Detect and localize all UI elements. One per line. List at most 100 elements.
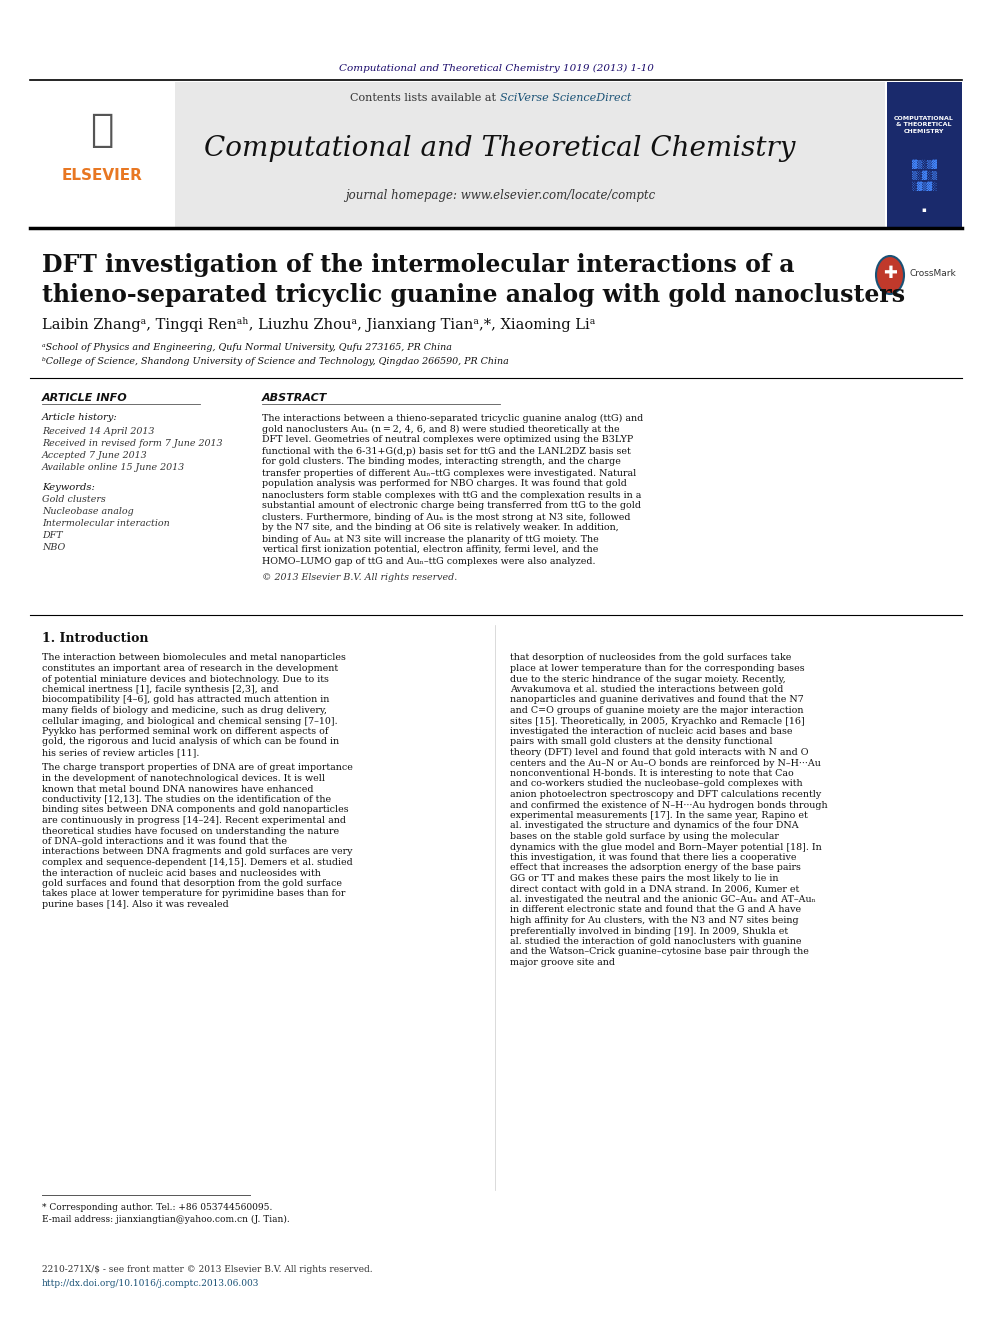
Ellipse shape: [876, 255, 904, 294]
Text: The charge transport properties of DNA are of great importance: The charge transport properties of DNA a…: [42, 763, 353, 773]
Text: DFT investigation of the intermolecular interactions of a: DFT investigation of the intermolecular …: [42, 253, 795, 277]
Text: ▪: ▪: [922, 206, 927, 213]
Text: functional with the 6-31+G(d,p) basis set for ttG and the LANL2DZ basis set: functional with the 6-31+G(d,p) basis se…: [262, 446, 631, 455]
Text: vertical first ionization potential, electron affinity, fermi level, and the: vertical first ionization potential, ele…: [262, 545, 598, 554]
Text: biocompatibility [4–6], gold has attracted much attention in: biocompatibility [4–6], gold has attract…: [42, 696, 329, 705]
Text: HOMO–LUMO gap of ttG and Auₙ–ttG complexes were also analyzed.: HOMO–LUMO gap of ttG and Auₙ–ttG complex…: [262, 557, 595, 565]
Text: due to the steric hindrance of the sugar moiety. Recently,: due to the steric hindrance of the sugar…: [510, 675, 786, 684]
Text: investigated the interaction of nucleic acid bases and base: investigated the interaction of nucleic …: [510, 728, 793, 736]
Text: nanoparticles and guanine derivatives and found that the N7: nanoparticles and guanine derivatives an…: [510, 696, 804, 705]
Text: Keywords:: Keywords:: [42, 483, 95, 492]
Text: binding sites between DNA components and gold nanoparticles: binding sites between DNA components and…: [42, 806, 348, 815]
Text: dynamics with the glue model and Born–Mayer potential [18]. In: dynamics with the glue model and Born–Ma…: [510, 843, 821, 852]
Text: substantial amount of electronic charge being transferred from ttG to the gold: substantial amount of electronic charge …: [262, 501, 641, 511]
Text: http://dx.doi.org/10.1016/j.comptc.2013.06.003: http://dx.doi.org/10.1016/j.comptc.2013.…: [42, 1279, 259, 1289]
Text: direct contact with gold in a DNA strand. In 2006, Kumer et: direct contact with gold in a DNA strand…: [510, 885, 800, 893]
Text: Computational and Theoretical Chemistry 1019 (2013) 1-10: Computational and Theoretical Chemistry …: [338, 64, 654, 73]
Text: in the development of nanotechnological devices. It is well: in the development of nanotechnological …: [42, 774, 325, 783]
Text: ✚: ✚: [883, 265, 897, 282]
Text: DFT: DFT: [42, 532, 62, 541]
Text: ARTICLE INFO: ARTICLE INFO: [42, 393, 128, 404]
Text: journal homepage: www.elsevier.com/locate/comptc: journal homepage: www.elsevier.com/locat…: [345, 188, 655, 201]
Text: his series of review articles [11].: his series of review articles [11].: [42, 747, 199, 757]
Text: major groove site and: major groove site and: [510, 958, 615, 967]
Text: takes place at lower temperature for pyrimidine bases than for: takes place at lower temperature for pyr…: [42, 889, 345, 898]
Text: Accepted 7 June 2013: Accepted 7 June 2013: [42, 451, 148, 460]
Text: gold nanoclusters Auₙ (n = 2, 4, 6, and 8) were studied theoretically at the: gold nanoclusters Auₙ (n = 2, 4, 6, and …: [262, 425, 620, 434]
Text: al. studied the interaction of gold nanoclusters with guanine: al. studied the interaction of gold nano…: [510, 937, 802, 946]
Text: many fields of biology and medicine, such as drug delivery,: many fields of biology and medicine, suc…: [42, 706, 327, 714]
Text: binding of Auₙ at N3 site will increase the planarity of ttG moiety. The: binding of Auₙ at N3 site will increase …: [262, 534, 599, 544]
Text: interactions between DNA fragments and gold surfaces are very: interactions between DNA fragments and g…: [42, 848, 352, 856]
Text: Available online 15 June 2013: Available online 15 June 2013: [42, 463, 186, 472]
Text: al. investigated the neutral and the anionic GC–Auₙ and AT–Auₙ: al. investigated the neutral and the ani…: [510, 894, 815, 904]
Text: that desorption of nucleosides from the gold surfaces take: that desorption of nucleosides from the …: [510, 654, 792, 663]
Text: ELSEVIER: ELSEVIER: [62, 168, 143, 183]
Text: © 2013 Elsevier B.V. All rights reserved.: © 2013 Elsevier B.V. All rights reserved…: [262, 573, 457, 582]
Text: complex and sequence-dependent [14,15]. Demers et al. studied: complex and sequence-dependent [14,15]. …: [42, 859, 353, 867]
Text: 2210-271X/$ - see front matter © 2013 Elsevier B.V. All rights reserved.: 2210-271X/$ - see front matter © 2013 El…: [42, 1266, 373, 1274]
Text: 1. Introduction: 1. Introduction: [42, 631, 149, 644]
Text: cellular imaging, and biological and chemical sensing [7–10].: cellular imaging, and biological and che…: [42, 717, 337, 725]
Text: in different electronic state and found that the G and A have: in different electronic state and found …: [510, 905, 802, 914]
Text: theory (DFT) level and found that gold interacts with N and O: theory (DFT) level and found that gold i…: [510, 747, 808, 757]
Text: nanoclusters form stable complexes with ttG and the complexation results in a: nanoclusters form stable complexes with …: [262, 491, 642, 500]
Text: experimental measurements [17]. In the same year, Rapino et: experimental measurements [17]. In the s…: [510, 811, 807, 820]
Text: al. investigated the structure and dynamics of the four DNA: al. investigated the structure and dynam…: [510, 822, 799, 831]
Text: constitutes an important area of research in the development: constitutes an important area of researc…: [42, 664, 338, 673]
Text: thieno-separated tricyclic guanine analog with gold nanoclusters: thieno-separated tricyclic guanine analo…: [42, 283, 905, 307]
Text: nonconventional H-bonds. It is interesting to note that Cao: nonconventional H-bonds. It is interesti…: [510, 769, 794, 778]
Text: Received in revised form 7 June 2013: Received in revised form 7 June 2013: [42, 439, 222, 448]
Text: NBO: NBO: [42, 544, 65, 553]
Text: the interaction of nucleic acid bases and nucleosides with: the interaction of nucleic acid bases an…: [42, 868, 320, 877]
Text: and C=O groups of guanine moiety are the major interaction: and C=O groups of guanine moiety are the…: [510, 706, 804, 714]
Text: this investigation, it was found that there lies a cooperative: this investigation, it was found that th…: [510, 853, 797, 863]
Text: known that metal bound DNA nanowires have enhanced: known that metal bound DNA nanowires hav…: [42, 785, 313, 794]
Text: SciVerse ScienceDirect: SciVerse ScienceDirect: [500, 93, 631, 103]
Text: preferentially involved in binding [19]. In 2009, Shukla et: preferentially involved in binding [19].…: [510, 926, 788, 935]
Text: transfer properties of different Auₙ–ttG complexes were investigated. Natural: transfer properties of different Auₙ–ttG…: [262, 468, 636, 478]
Bar: [887, 82, 962, 228]
Text: purine bases [14]. Also it was revealed: purine bases [14]. Also it was revealed: [42, 900, 229, 909]
Text: chemical inertness [1], facile synthesis [2,3], and: chemical inertness [1], facile synthesis…: [42, 685, 279, 695]
Text: CrossMark: CrossMark: [910, 269, 956, 278]
Text: Gold clusters: Gold clusters: [42, 496, 106, 504]
Text: for gold clusters. The binding modes, interacting strength, and the charge: for gold clusters. The binding modes, in…: [262, 458, 621, 467]
Text: high affinity for Au clusters, with the N3 and N7 sites being: high affinity for Au clusters, with the …: [510, 916, 799, 925]
Text: of potential miniature devices and biotechnology. Due to its: of potential miniature devices and biote…: [42, 675, 329, 684]
Text: pairs with small gold clusters at the density functional: pairs with small gold clusters at the de…: [510, 737, 773, 746]
Text: theoretical studies have focused on understanding the nature: theoretical studies have focused on unde…: [42, 827, 339, 836]
Text: Avvakumova et al. studied the interactions between gold: Avvakumova et al. studied the interactio…: [510, 685, 784, 695]
Text: centers and the Au–N or Au–O bonds are reinforced by N–H···Au: centers and the Au–N or Au–O bonds are r…: [510, 758, 820, 767]
Text: gold, the rigorous and lucid analysis of which can be found in: gold, the rigorous and lucid analysis of…: [42, 737, 339, 746]
Text: Computational and Theoretical Chemistry: Computational and Theoretical Chemistry: [204, 135, 796, 161]
Text: DFT level. Geometries of neutral complexes were optimized using the B3LYP: DFT level. Geometries of neutral complex…: [262, 435, 633, 445]
Text: * Corresponding author. Tel.: +86 053744560095.: * Corresponding author. Tel.: +86 053744…: [42, 1203, 273, 1212]
Bar: [30, 82, 885, 228]
Text: 🌳: 🌳: [90, 111, 114, 149]
Text: clusters. Furthermore, binding of Auₙ is the most strong at N3 site, followed: clusters. Furthermore, binding of Auₙ is…: [262, 512, 631, 521]
Text: and the Watson–Crick guanine–cytosine base pair through the: and the Watson–Crick guanine–cytosine ba…: [510, 947, 808, 957]
Text: place at lower temperature than for the corresponding bases: place at lower temperature than for the …: [510, 664, 805, 673]
Text: The interaction between biomolecules and metal nanoparticles: The interaction between biomolecules and…: [42, 654, 346, 663]
Text: of DNA–gold interactions and it was found that the: of DNA–gold interactions and it was foun…: [42, 837, 287, 845]
Text: population analysis was performed for NBO charges. It was found that gold: population analysis was performed for NB…: [262, 479, 627, 488]
Text: gold surfaces and found that desorption from the gold surface: gold surfaces and found that desorption …: [42, 878, 342, 888]
Bar: [30, 82, 175, 228]
Text: ABSTRACT: ABSTRACT: [262, 393, 327, 404]
Text: ▓▒░▒▓
▒░▓░▒
░▓▒▓░: ▓▒░▒▓ ▒░▓░▒ ░▓▒▓░: [912, 159, 936, 191]
Text: and confirmed the existence of N–H···Au hydrogen bonds through: and confirmed the existence of N–H···Au …: [510, 800, 827, 810]
Text: Article history:: Article history:: [42, 414, 118, 422]
Text: E-mail address: jianxiangtian@yahoo.com.cn (J. Tian).: E-mail address: jianxiangtian@yahoo.com.…: [42, 1215, 290, 1224]
Text: conductivity [12,13]. The studies on the identification of the: conductivity [12,13]. The studies on the…: [42, 795, 331, 804]
Text: and co-workers studied the nucleobase–gold complexes with: and co-workers studied the nucleobase–go…: [510, 779, 803, 789]
Text: sites [15]. Theoretically, in 2005, Kryachko and Remacle [16]: sites [15]. Theoretically, in 2005, Krya…: [510, 717, 805, 725]
Text: Contents lists available at: Contents lists available at: [350, 93, 500, 103]
Text: GG or TT and makes these pairs the most likely to lie in: GG or TT and makes these pairs the most …: [510, 875, 779, 882]
Text: Intermolecular interaction: Intermolecular interaction: [42, 520, 170, 528]
Text: Pyykko has performed seminal work on different aspects of: Pyykko has performed seminal work on dif…: [42, 728, 328, 736]
Text: Nucleobase analog: Nucleobase analog: [42, 508, 134, 516]
Text: Received 14 April 2013: Received 14 April 2013: [42, 427, 155, 437]
Text: Laibin Zhangᵃ, Tingqi Renᵃʰ, Liuzhu Zhouᵃ, Jianxiang Tianᵃ,*, Xiaoming Liᵃ: Laibin Zhangᵃ, Tingqi Renᵃʰ, Liuzhu Zhou…: [42, 318, 595, 332]
Text: anion photoelectron spectroscopy and DFT calculations recently: anion photoelectron spectroscopy and DFT…: [510, 790, 821, 799]
